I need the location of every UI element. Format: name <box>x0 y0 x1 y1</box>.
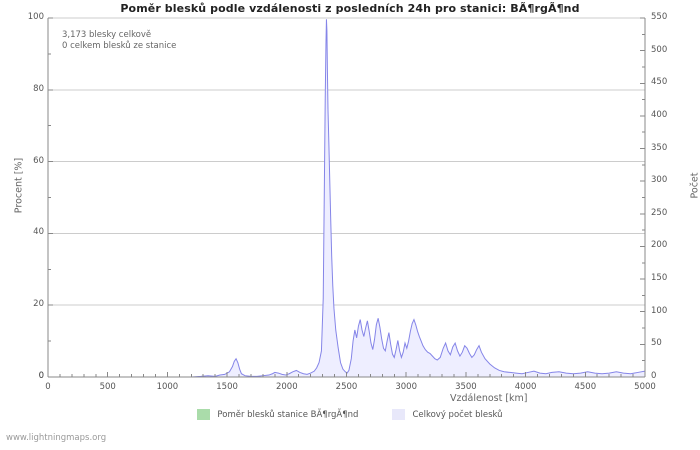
footer-url: www.lightningmaps.org <box>6 433 107 443</box>
x-tick-label: 1000 <box>156 382 179 392</box>
legend-item-total-count: Celkový počet blesků <box>392 409 503 420</box>
x-tick-label: 2000 <box>275 382 298 392</box>
y2-tick-label: 300 <box>651 175 668 186</box>
x-tick-label: 1500 <box>216 382 238 392</box>
x-tick-label: 4000 <box>514 382 537 392</box>
y2-axis-label: Počet <box>689 172 700 199</box>
y-tick-label: 20 <box>33 299 44 310</box>
x-tick-label: 4500 <box>574 382 597 392</box>
y2-tick-label: 450 <box>651 77 668 88</box>
y-axis-label: Procent [%] <box>13 157 25 214</box>
y2-tick-label: 350 <box>651 142 668 153</box>
y2-tick-label: 250 <box>651 207 668 218</box>
legend-swatch-station <box>197 409 211 420</box>
y2-tick-label: 150 <box>651 273 668 284</box>
legend-swatch-total <box>392 409 406 420</box>
y2-tick-label: 550 <box>651 12 668 22</box>
y2-tick-label: 200 <box>651 240 668 251</box>
chart-annotation: 3,173 blesky celkově 0 celkem blesků ze … <box>62 30 176 52</box>
x-tick-label: 2500 <box>335 382 358 392</box>
y-zero-label: 0 <box>38 371 44 381</box>
y-tick-label: 40 <box>33 227 44 238</box>
legend-item-station-ratio: Poměr blesků stanice BÃ¶rgÃ¶nd <box>197 409 358 420</box>
x-axis-label: Vzdálenost [km] <box>450 393 528 404</box>
x-tick-label: 500 <box>99 382 116 392</box>
annotation-total-strokes: 3,173 blesky celkově <box>62 30 152 40</box>
y-tick-label: 80 <box>33 83 44 94</box>
y2-tick-label: 0 <box>651 371 657 381</box>
y-tick-label: 60 <box>33 155 44 166</box>
legend-label-total: Celkový počet blesků <box>412 409 503 420</box>
legend-label-station: Poměr blesků stanice BÃ¶rgÃ¶nd <box>217 409 359 420</box>
x-tick-label: 0 <box>45 382 51 392</box>
x-tick-label: 3500 <box>455 382 477 392</box>
x-tick-label: 5000 <box>634 382 656 392</box>
y-tick-label: 100 <box>27 12 44 22</box>
x-tick-label: 3000 <box>395 382 417 392</box>
page-title: Poměr blesků podle vzdálenosti z posledn… <box>120 2 580 15</box>
y-tick-label: 0 <box>38 371 44 381</box>
y2-tick-label: 50 <box>651 338 662 349</box>
y2-tick-label: 100 <box>651 305 668 316</box>
y2-tick-label: 500 <box>651 44 668 55</box>
annotation-station-strokes: 0 celkem blesků ze stanice <box>62 41 177 51</box>
y2-tick-label: 400 <box>651 109 668 120</box>
chart-legend: Poměr blesků stanice BÃ¶rgÃ¶nd Celkový p… <box>0 409 700 420</box>
